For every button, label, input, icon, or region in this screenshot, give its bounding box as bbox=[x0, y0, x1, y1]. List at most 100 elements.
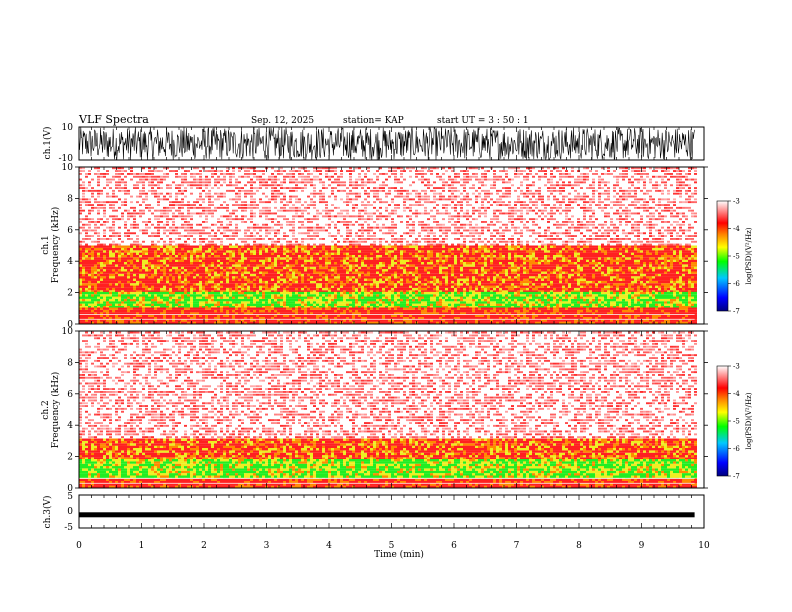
spectrogram-cell bbox=[316, 257, 319, 260]
spectrogram-cell bbox=[250, 167, 253, 170]
spectrogram-cell bbox=[331, 181, 334, 184]
spectrogram-cell bbox=[220, 215, 223, 218]
spectrogram-cell bbox=[97, 252, 100, 255]
spectrogram-cell bbox=[79, 198, 82, 201]
spectrogram-cell bbox=[121, 215, 124, 218]
ch1-waveform-ylabel: ch.1(V) bbox=[42, 127, 53, 160]
spectrogram-cell bbox=[289, 195, 292, 198]
spectrogram-cell bbox=[100, 218, 103, 221]
spectrogram-cell bbox=[226, 301, 229, 304]
spectrogram-cell bbox=[106, 250, 109, 253]
spectrogram-cell bbox=[367, 167, 370, 170]
spectrogram-cell bbox=[361, 226, 364, 229]
spectrogram-cell bbox=[205, 278, 208, 281]
spectrogram-cell bbox=[244, 250, 247, 253]
spectrogram-cell bbox=[205, 221, 208, 223]
spectrogram-cell bbox=[340, 254, 343, 258]
spectrogram-cell bbox=[334, 283, 337, 286]
spectrogram-cell bbox=[313, 235, 316, 237]
spectrogram-cell bbox=[91, 178, 94, 181]
spectrogram-cell bbox=[196, 250, 199, 253]
spectrogram-cell bbox=[229, 235, 232, 237]
spectrogram-cell bbox=[328, 301, 331, 304]
spectrogram-cell bbox=[142, 250, 145, 253]
spectrogram-cell bbox=[256, 206, 259, 209]
spectrogram-cell bbox=[337, 312, 340, 315]
spectrogram-cell bbox=[88, 262, 91, 265]
spectrogram-cell bbox=[106, 195, 109, 198]
spectrogram-cell bbox=[229, 285, 232, 288]
spectrogram-cell bbox=[265, 223, 268, 226]
spectrogram-cell bbox=[175, 254, 178, 258]
spectrogram-cell bbox=[85, 243, 88, 246]
spectrogram-cell bbox=[358, 245, 361, 248]
spectrogram-cell bbox=[307, 285, 310, 288]
spectrogram-cell bbox=[280, 184, 283, 187]
spectrogram-cell bbox=[175, 184, 178, 187]
spectrogram-cell bbox=[211, 316, 214, 320]
spectrogram-cell bbox=[82, 321, 85, 324]
spectrogram-cell bbox=[271, 212, 274, 215]
spectrogram-cell bbox=[172, 262, 175, 265]
spectrogram-cell bbox=[202, 221, 205, 223]
spectrogram-cell bbox=[127, 305, 130, 309]
spectrogram-cell bbox=[367, 296, 370, 299]
spectrogram-cell bbox=[94, 309, 97, 313]
spectrogram-cell bbox=[286, 285, 289, 288]
spectrogram-cell bbox=[211, 319, 214, 322]
spectrogram-cell bbox=[274, 243, 277, 246]
spectrogram-cell bbox=[79, 280, 82, 284]
spectrogram-cell bbox=[259, 266, 262, 270]
spectrogram-cell bbox=[151, 187, 154, 189]
spectrogram-cell bbox=[181, 273, 184, 277]
spectrogram-cell bbox=[379, 212, 382, 215]
spectrogram-cell bbox=[259, 175, 262, 178]
spectrogram-cell bbox=[160, 259, 163, 262]
spectrogram-cell bbox=[286, 312, 289, 315]
spectrogram-cell bbox=[199, 264, 202, 267]
spectrogram-cell bbox=[103, 238, 106, 240]
spectrogram-cell bbox=[136, 314, 139, 317]
spectrogram-cell bbox=[250, 218, 253, 221]
spectrogram-cell bbox=[181, 319, 184, 322]
spectrogram-cell bbox=[256, 296, 259, 299]
spectrogram-cell bbox=[199, 271, 202, 274]
spectrogram-cell bbox=[349, 250, 352, 253]
spectrogram-cell bbox=[127, 285, 130, 288]
spectrogram-cell bbox=[100, 296, 103, 299]
spectrogram-cell bbox=[319, 301, 322, 304]
spectrogram-cell bbox=[190, 296, 193, 299]
spectrogram-cell bbox=[283, 192, 286, 195]
spectrogram-cell bbox=[364, 294, 367, 297]
spectrogram-cell bbox=[283, 204, 286, 206]
spectrogram-cell bbox=[361, 232, 364, 235]
spectrogram-cell bbox=[364, 307, 367, 310]
spectrogram-cell bbox=[202, 212, 205, 215]
spectrogram-cell bbox=[295, 314, 298, 317]
spectrogram-cell bbox=[346, 307, 349, 310]
spectrogram-cell bbox=[190, 235, 193, 237]
spectrogram-cell bbox=[217, 298, 220, 302]
spectrogram-cell bbox=[229, 181, 232, 184]
spectrogram-cell bbox=[130, 212, 133, 215]
spectrogram-cell bbox=[142, 254, 145, 258]
spectrogram-cell bbox=[367, 262, 370, 265]
spectrogram-cell bbox=[175, 247, 178, 251]
spectrogram-cell bbox=[223, 294, 226, 297]
spectrogram-cell bbox=[94, 301, 97, 304]
spectrogram-cell bbox=[187, 319, 190, 322]
spectrogram-cell bbox=[256, 243, 259, 246]
spectrogram-cell bbox=[109, 259, 112, 262]
spectrogram-cell bbox=[376, 252, 379, 255]
spectrogram-cell bbox=[130, 245, 133, 248]
spectrogram-cell bbox=[187, 238, 190, 240]
spectrogram-cell bbox=[313, 201, 316, 204]
spectrogram-cell bbox=[319, 283, 322, 286]
spectrogram-cell bbox=[283, 250, 286, 253]
spectrogram-cell bbox=[154, 226, 157, 229]
spectrogram-cell bbox=[106, 319, 109, 322]
spectrogram-cell bbox=[139, 259, 142, 262]
spectrogram-cell bbox=[118, 245, 121, 248]
spectrogram-cell bbox=[232, 319, 235, 322]
spectrogram-cell bbox=[349, 309, 352, 313]
